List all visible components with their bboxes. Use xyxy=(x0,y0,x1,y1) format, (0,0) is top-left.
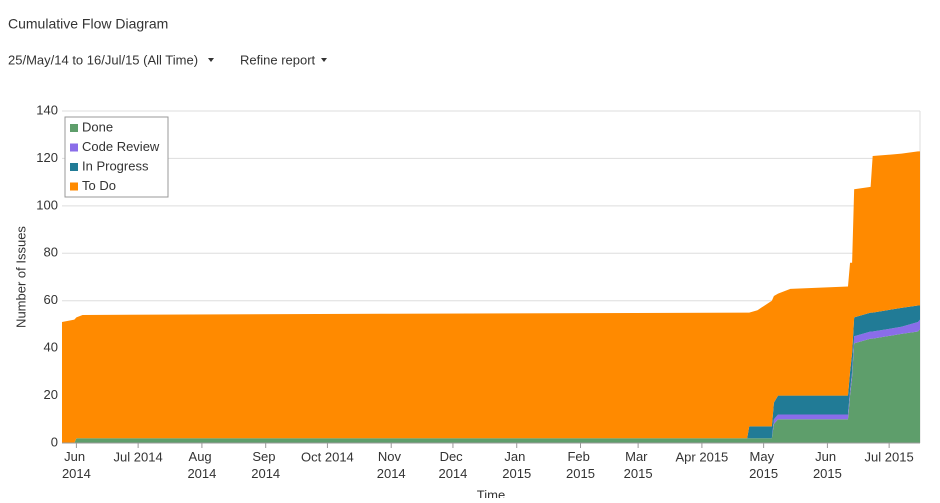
x-tick-label: Jul 2014 xyxy=(114,449,163,464)
y-tick-label: 140 xyxy=(36,102,58,117)
y-axis-label: Number of Issues xyxy=(13,226,28,328)
legend-swatch xyxy=(70,124,78,132)
legend-label: In Progress xyxy=(82,158,149,173)
legend-label: Code Review xyxy=(82,139,160,154)
x-tick-label: Jul 2015 xyxy=(865,449,914,464)
y-tick-label: 100 xyxy=(36,197,58,212)
x-tick-label: Feb 2015 xyxy=(566,449,595,481)
y-tick-label: 20 xyxy=(44,387,58,402)
x-tick-label: Nov 2014 xyxy=(377,449,406,481)
legend-swatch xyxy=(70,182,78,191)
y-tick-label: 0 xyxy=(51,434,58,449)
x-tick-label: May 2015 xyxy=(749,449,778,481)
area xyxy=(62,329,920,443)
area xyxy=(62,151,920,444)
caret[interactable] xyxy=(321,58,327,62)
y-tick-label: 40 xyxy=(44,340,58,355)
legend-label: Done xyxy=(82,119,113,134)
legend-swatch xyxy=(70,163,78,171)
x-tick-label: Oct 2014 xyxy=(301,449,354,464)
y-tick-label: 120 xyxy=(36,150,58,165)
x-tick-label: Jun 2014 xyxy=(62,449,91,481)
x-tick-label: Dec 2014 xyxy=(438,449,467,481)
x-tick-label: Sep 2014 xyxy=(251,449,280,481)
x-tick-label: Apr 2015 xyxy=(676,449,729,464)
x-tick-label: Jun 2015 xyxy=(813,449,842,481)
refine-report[interactable]: Refine report xyxy=(240,52,316,67)
y-tick-label: 60 xyxy=(44,292,58,307)
x-tick-label: Mar 2015 xyxy=(624,449,653,481)
legend-label: To Do xyxy=(82,178,116,193)
range-selector[interactable]: 25/May/14 to 16/Jul/15 (All Time) xyxy=(8,52,198,67)
x-tick-label: Jan 2015 xyxy=(502,449,531,481)
caret[interactable] xyxy=(208,58,214,62)
legend-swatch xyxy=(70,143,78,152)
x-axis-label: Time xyxy=(477,487,505,498)
x-tick-label: Aug 2014 xyxy=(187,449,216,481)
y-tick-label: 80 xyxy=(44,245,58,260)
legend-box xyxy=(64,116,169,198)
title: Cumulative Flow Diagram xyxy=(8,16,168,32)
